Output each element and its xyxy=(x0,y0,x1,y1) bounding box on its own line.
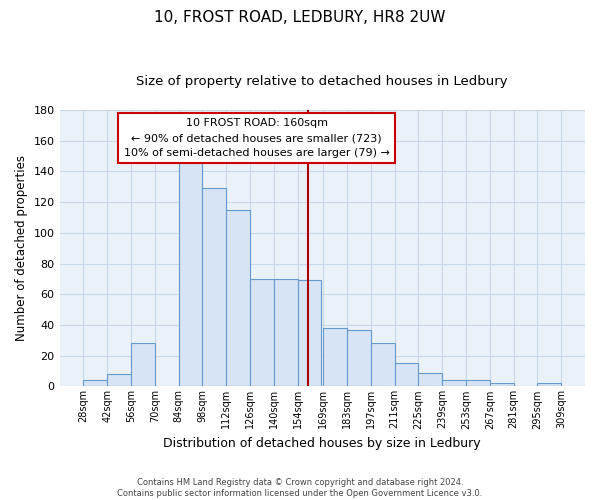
Bar xyxy=(466,380,490,386)
Bar xyxy=(418,372,442,386)
Bar xyxy=(347,330,371,386)
Bar xyxy=(131,344,155,386)
Bar xyxy=(395,364,418,386)
X-axis label: Distribution of detached houses by size in Ledbury: Distribution of detached houses by size … xyxy=(163,437,481,450)
Text: 10, FROST ROAD, LEDBURY, HR8 2UW: 10, FROST ROAD, LEDBURY, HR8 2UW xyxy=(154,10,446,25)
Bar xyxy=(83,380,107,386)
Bar xyxy=(179,162,202,386)
Title: Size of property relative to detached houses in Ledbury: Size of property relative to detached ho… xyxy=(136,75,508,88)
Bar xyxy=(274,279,298,386)
Bar xyxy=(107,374,131,386)
Bar xyxy=(538,384,561,386)
Text: 10 FROST ROAD: 160sqm
← 90% of detached houses are smaller (723)
10% of semi-det: 10 FROST ROAD: 160sqm ← 90% of detached … xyxy=(124,118,389,158)
Bar xyxy=(323,328,347,386)
Bar xyxy=(226,210,250,386)
Text: Contains HM Land Registry data © Crown copyright and database right 2024.
Contai: Contains HM Land Registry data © Crown c… xyxy=(118,478,482,498)
Bar xyxy=(490,384,514,386)
Bar xyxy=(202,188,226,386)
Bar xyxy=(371,344,395,386)
Bar xyxy=(442,380,466,386)
Bar xyxy=(250,279,274,386)
Bar xyxy=(298,280,322,386)
Y-axis label: Number of detached properties: Number of detached properties xyxy=(15,155,28,341)
